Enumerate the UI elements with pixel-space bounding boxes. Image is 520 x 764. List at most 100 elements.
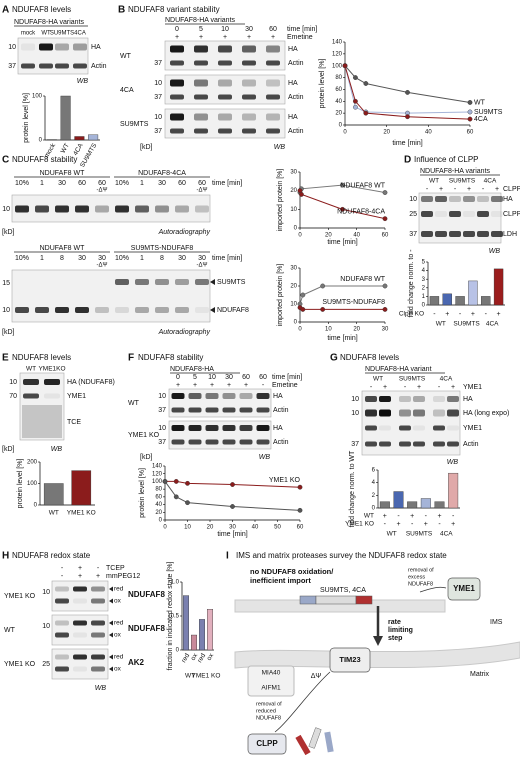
blot-band (155, 279, 169, 285)
blot-band (449, 231, 461, 237)
label: 5 (193, 374, 197, 381)
label: 10% (115, 180, 129, 187)
y-tick-label: 0 (176, 648, 180, 654)
bar (74, 136, 85, 141)
blot-band (399, 409, 411, 417)
blot-band (15, 205, 29, 213)
label: CLPP (256, 739, 278, 748)
label: 10% (115, 255, 129, 262)
bar (448, 472, 459, 509)
blot-band (115, 279, 129, 285)
bar (190, 634, 197, 651)
y-tick-label: 6 (372, 468, 376, 474)
label: E (2, 353, 9, 364)
label: excess (408, 574, 425, 580)
label: AK2 (128, 658, 145, 667)
blot-band (433, 409, 445, 417)
blot-band (23, 379, 39, 385)
label: TCE (67, 419, 81, 426)
blot-band (73, 63, 87, 69)
series-label: NDUFAF8-4CA (337, 209, 385, 216)
label: NDUFAF8 WT (40, 170, 85, 177)
blot-band (435, 231, 447, 237)
bar (481, 296, 491, 306)
label: 37 (409, 231, 417, 238)
blot-band (75, 205, 89, 213)
arrow (109, 654, 113, 660)
label: A (2, 5, 9, 16)
label: H (2, 551, 9, 562)
x-tick-label: 0 (298, 233, 302, 239)
label: 30 (78, 255, 86, 262)
label: + (417, 384, 421, 391)
blot-band (55, 586, 69, 592)
y-tick-label: 20 (155, 510, 162, 516)
label: - (452, 513, 455, 520)
blot-band (135, 205, 149, 213)
series-label: NDUFAF8 WT (340, 182, 385, 189)
blot-band (239, 407, 253, 413)
label: 10 (409, 196, 417, 203)
blot-band (188, 393, 202, 399)
blot-band (433, 441, 445, 447)
blot-band (21, 43, 35, 51)
blot-band (95, 205, 109, 213)
blot-band (55, 307, 69, 313)
blot-band (477, 231, 489, 237)
y-tick-label: 0 (294, 320, 298, 326)
y-tick-label: 1 (422, 294, 426, 300)
label: NDUFAF8-4CA (138, 170, 186, 177)
label: + (424, 521, 428, 528)
blot-band (256, 393, 270, 399)
blot-band (218, 94, 232, 100)
label: G (330, 353, 338, 364)
blot-band (242, 45, 256, 53)
label: WT (4, 627, 16, 634)
blot (51, 648, 109, 680)
label: 10 (351, 396, 359, 403)
label: 10 (42, 623, 50, 630)
label: B (118, 5, 125, 16)
blot-band (239, 393, 253, 399)
y-tick-label: 20 (290, 188, 297, 194)
y-tick-label: 60 (335, 87, 342, 93)
label: WT (429, 178, 439, 185)
label: - (411, 521, 414, 528)
blot-band (55, 620, 69, 626)
series-label: SU9MTS (474, 109, 503, 116)
label: 8 (60, 255, 64, 262)
label: 60 (269, 26, 277, 33)
label: WB (77, 78, 89, 85)
label: + (210, 382, 214, 389)
label: NDUFAF8 (217, 307, 249, 314)
label: 25 (42, 661, 50, 668)
y-tick-label: 0 (294, 226, 298, 232)
blot-band (266, 113, 280, 121)
blot-band (55, 43, 69, 51)
blot-band (170, 79, 184, 87)
label: + (244, 382, 248, 389)
label: WT (120, 53, 132, 60)
label: ΔΨ (311, 673, 322, 680)
label: NDUFAF8-HA variant (365, 366, 432, 373)
bar (468, 280, 478, 306)
label: NDUFAF8 (256, 715, 281, 721)
blot-band (433, 425, 445, 431)
x-tick-label: 60 (297, 525, 304, 531)
label: - (438, 521, 441, 528)
blot (168, 420, 272, 450)
label: Actin (288, 94, 304, 101)
blot-band (365, 409, 377, 417)
blot-band (266, 94, 280, 100)
label: [kD] (2, 229, 15, 236)
blot-band (55, 666, 69, 672)
label: WT (387, 531, 397, 538)
blot-band (175, 205, 189, 213)
label: + (495, 186, 499, 193)
y-axis-label: protein level [%] (17, 459, 24, 509)
blot-band (171, 407, 185, 413)
label: 25 (409, 211, 417, 218)
blot-band (447, 409, 459, 417)
arrow (109, 598, 113, 604)
label: ox (114, 598, 122, 605)
